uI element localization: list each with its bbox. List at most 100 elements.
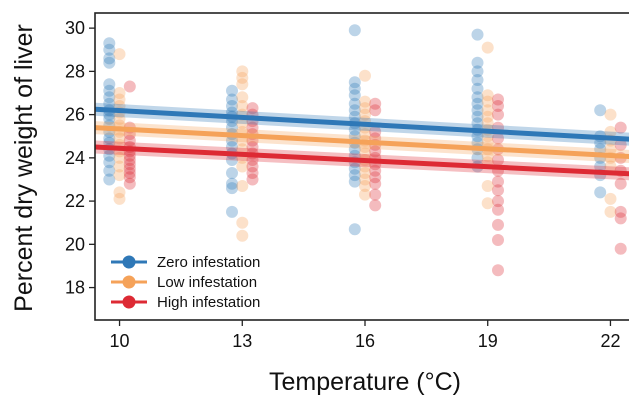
data-point-0-31 <box>226 154 238 166</box>
data-point-2-24 <box>246 173 259 186</box>
data-point-0-7 <box>103 97 116 110</box>
data-point-2-10 <box>123 167 136 179</box>
data-point-0-40 <box>348 97 361 110</box>
data-point-2-51 <box>492 234 504 246</box>
data-point-0-37 <box>348 76 361 89</box>
data-point-1-48 <box>481 89 494 102</box>
legend-label-1: Low infestation <box>157 274 257 291</box>
legend-label-2: High infestation <box>157 294 260 311</box>
data-point-2-27 <box>369 125 382 138</box>
data-point-2-0 <box>123 80 136 93</box>
x-tick-label: 13 <box>232 331 252 351</box>
data-point-0-1 <box>103 43 116 56</box>
data-point-2-8 <box>123 158 136 171</box>
data-point-1-59 <box>481 180 494 192</box>
data-point-0-53 <box>348 223 361 236</box>
data-point-0-35 <box>226 205 238 218</box>
legend-marker-2 <box>122 295 136 309</box>
y-axis: 18 20 22 24 26 28 30 <box>65 18 95 298</box>
data-point-2-23 <box>246 167 259 179</box>
legend-marker-0 <box>122 255 136 269</box>
data-point-1-12 <box>113 160 126 173</box>
data-point-2-40 <box>492 108 504 121</box>
data-point-2-38 <box>492 93 504 106</box>
data-point-1-68 <box>604 205 617 218</box>
data-point-0-44 <box>348 123 361 136</box>
data-point-1-14 <box>113 186 126 199</box>
data-point-2-39 <box>492 100 504 112</box>
data-point-0-2 <box>103 52 116 65</box>
data-point-1-55 <box>481 136 494 149</box>
data-point-0-39 <box>348 89 361 102</box>
data-point-2-52 <box>492 264 504 277</box>
data-point-1-33 <box>359 102 371 115</box>
data-point-2-22 <box>246 160 259 173</box>
data-point-1-51 <box>481 110 494 123</box>
data-point-0-3 <box>103 56 116 69</box>
data-point-1-27 <box>236 160 249 173</box>
trend-line-1 <box>94 125 629 159</box>
data-point-0-21 <box>226 93 238 106</box>
data-point-2-48 <box>492 195 504 208</box>
data-point-1-47 <box>481 41 494 54</box>
data-point-0-59 <box>471 91 484 104</box>
data-point-1-31 <box>359 69 371 82</box>
data-point-2-60 <box>614 242 627 255</box>
x-tick-label: 19 <box>478 331 498 351</box>
x-tick-label: 10 <box>110 331 130 351</box>
data-point-1-22 <box>236 117 249 130</box>
data-point-2-9 <box>123 162 136 175</box>
x-axis-title: Temperature (°C) <box>269 368 461 395</box>
data-point-2-35 <box>369 177 382 190</box>
data-point-1-17 <box>236 71 249 84</box>
x-tick-label: 16 <box>355 331 375 351</box>
data-point-0-34 <box>226 182 238 195</box>
data-point-1-0 <box>113 48 126 61</box>
trend-line-0 <box>94 106 629 142</box>
legend-label-0: Zero infestation <box>157 254 260 271</box>
data-point-1-43 <box>359 167 371 179</box>
legend: Zero infestation Low infestation High infe… <box>111 254 260 311</box>
data-point-1-61 <box>604 108 617 121</box>
data-point-2-37 <box>369 199 382 212</box>
data-point-0-60 <box>471 97 484 110</box>
data-point-1-29 <box>236 216 249 229</box>
y-tick-label: 26 <box>65 105 85 125</box>
data-point-2-46 <box>492 175 504 188</box>
y-tick-label: 24 <box>65 148 85 168</box>
data-point-0-58 <box>471 82 484 95</box>
data-point-0-38 <box>348 82 361 95</box>
data-point-1-64 <box>604 143 617 156</box>
data-point-1-32 <box>359 95 371 108</box>
y-tick-label: 18 <box>65 278 85 298</box>
data-point-0-18 <box>103 164 116 177</box>
data-point-1-42 <box>359 160 371 173</box>
data-point-2-44 <box>492 154 504 166</box>
data-point-1-30 <box>236 229 249 242</box>
data-point-1-15 <box>113 192 126 205</box>
data-point-2-49 <box>492 203 504 216</box>
y-axis-title: Percent dry weight of liver <box>10 24 38 312</box>
data-point-2-3 <box>123 134 136 147</box>
data-point-2-47 <box>492 184 504 197</box>
data-point-1-40 <box>359 147 371 160</box>
data-point-0-61 <box>471 104 484 117</box>
data-point-2-30 <box>369 145 382 158</box>
x-axis: 10 13 16 19 22 <box>110 320 620 351</box>
data-point-1-8 <box>113 132 126 145</box>
data-point-1-50 <box>481 104 494 117</box>
data-point-2-6 <box>123 149 136 162</box>
data-point-0-16 <box>103 149 116 162</box>
data-point-0-68 <box>471 151 484 164</box>
data-point-0-5 <box>103 84 116 97</box>
data-point-2-53 <box>614 121 627 134</box>
data-point-0-70 <box>594 104 607 117</box>
data-point-2-50 <box>492 218 504 231</box>
data-point-0-41 <box>348 104 361 117</box>
data-point-1-45 <box>359 180 371 192</box>
data-point-2-57 <box>614 177 627 190</box>
data-point-2-34 <box>369 171 382 184</box>
data-point-1-5 <box>113 112 126 125</box>
y-tick-label: 22 <box>65 191 85 211</box>
data-point-0-13 <box>103 132 116 145</box>
